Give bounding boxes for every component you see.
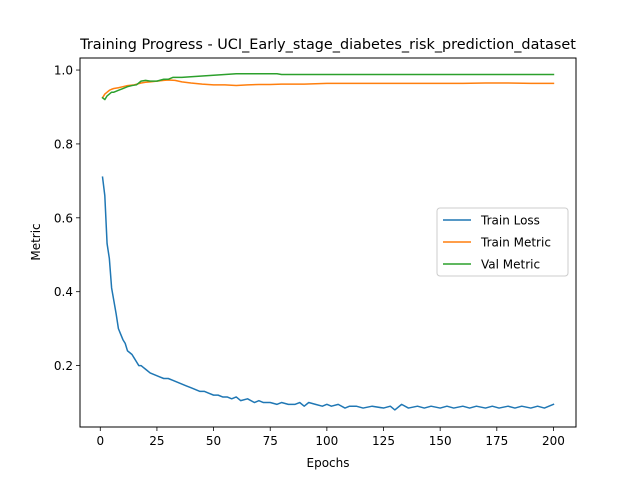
legend-entry-label: Train Metric [480, 236, 551, 250]
x-tick-label: 25 [149, 434, 164, 448]
legend: Train Loss Train Metric Val Metric [436, 207, 569, 277]
y-axis-label: Metric [29, 223, 43, 260]
plot-area [101, 72, 555, 411]
y-tick-label: 0.4 [54, 285, 73, 299]
legend-entry-label: Train Loss [480, 214, 540, 228]
x-tick-label: 0 [96, 434, 104, 448]
x-tick-label: 200 [542, 434, 565, 448]
x-tick-label: 75 [263, 434, 278, 448]
x-axis-label: Epochs [307, 456, 350, 470]
y-tick-label: 0.2 [54, 359, 73, 373]
series-line-val-metric [101, 72, 555, 101]
plot-frame [79, 57, 577, 428]
series-line-train-metric [101, 79, 555, 99]
legend-box [436, 207, 569, 277]
x-tick-label: 175 [485, 434, 508, 448]
x-tick-label: 150 [429, 434, 452, 448]
y-axis: 0.2 0.4 0.6 0.8 1.0 [54, 64, 80, 373]
x-tick-label: 50 [206, 434, 221, 448]
y-tick-label: 0.8 [54, 137, 73, 151]
x-tick-label: 125 [372, 434, 395, 448]
y-tick-label: 1.0 [54, 64, 73, 78]
y-tick-label: 0.6 [54, 211, 73, 225]
legend-entry-label: Val Metric [481, 258, 540, 272]
chart-title: Training Progress - UCI_Early_stage_diab… [79, 37, 576, 53]
x-axis: 0 25 50 75 100 125 150 175 200 [96, 427, 565, 448]
series-line-train-loss [101, 176, 555, 411]
x-tick-label: 100 [315, 434, 338, 448]
